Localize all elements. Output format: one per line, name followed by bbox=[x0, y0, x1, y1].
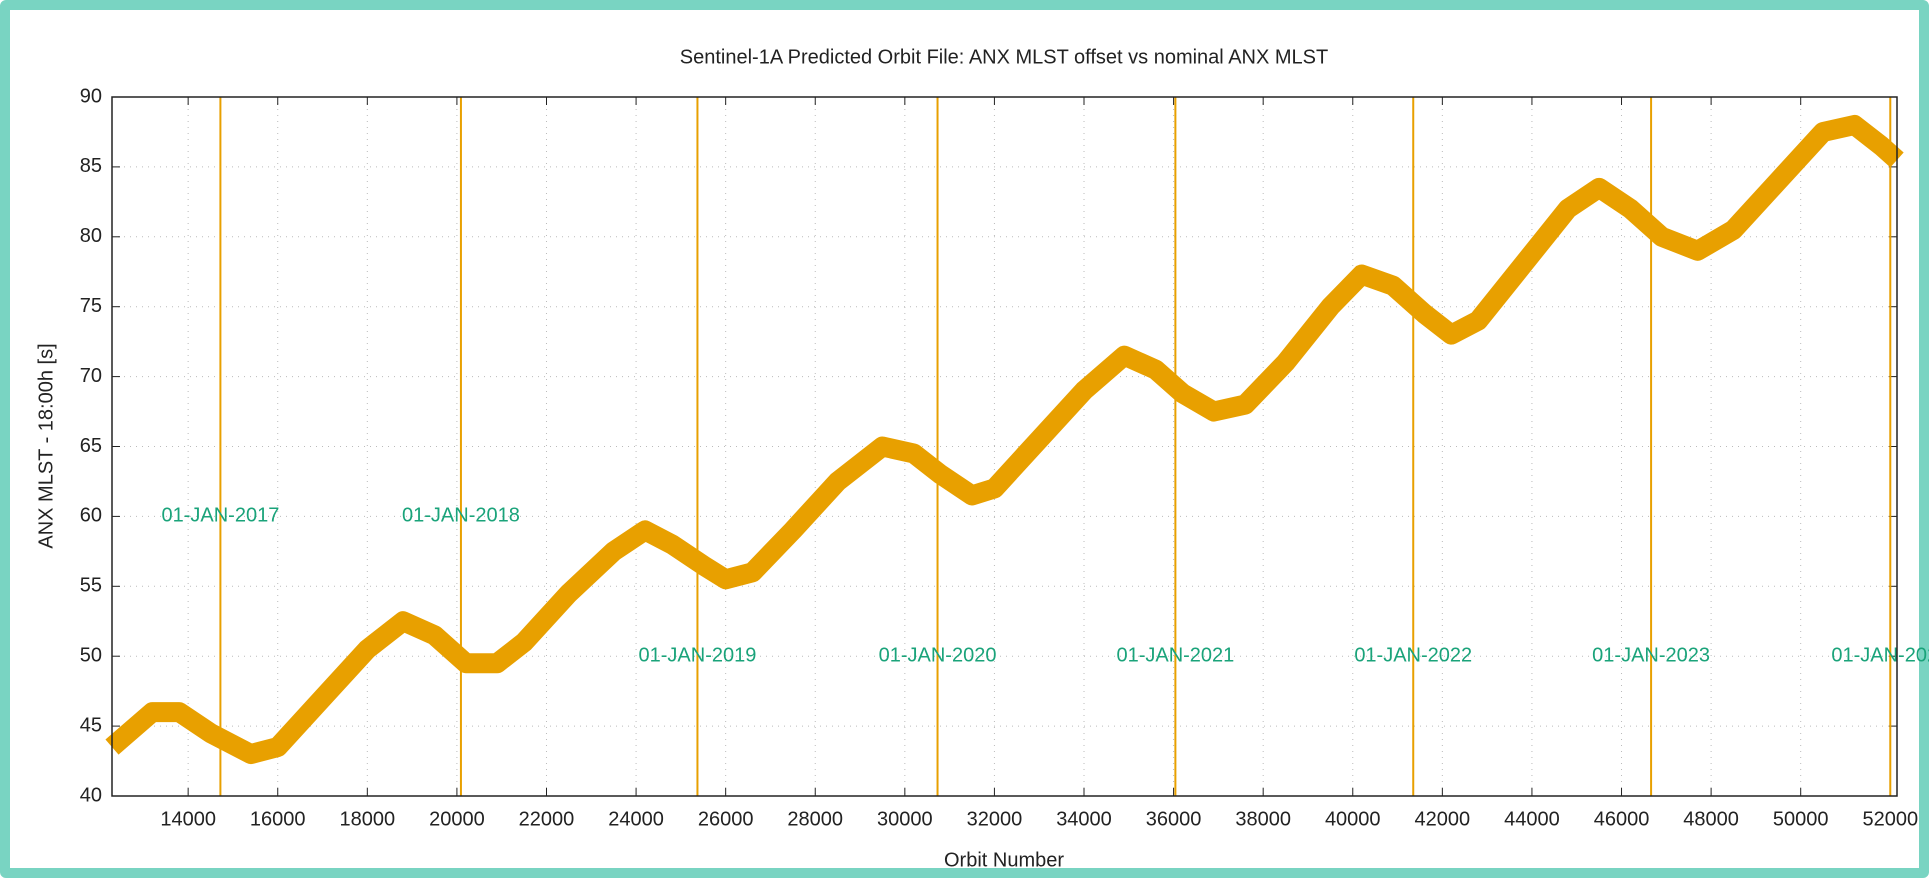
x-tick-label: 34000 bbox=[1056, 808, 1112, 830]
x-tick-label: 36000 bbox=[1146, 808, 1202, 830]
x-axis-label: Orbit Number bbox=[944, 849, 1064, 871]
y-tick-label: 85 bbox=[80, 155, 102, 177]
x-tick-label: 28000 bbox=[787, 808, 843, 830]
plot-frame bbox=[111, 96, 1898, 797]
year-label: 01-JAN-2021 bbox=[1116, 644, 1234, 666]
x-tick-label: 40000 bbox=[1325, 808, 1381, 830]
x-tick-label: 42000 bbox=[1415, 808, 1471, 830]
y-tick-label: 55 bbox=[80, 575, 102, 597]
x-tick-label: 18000 bbox=[340, 808, 396, 830]
x-tick-label: 22000 bbox=[519, 808, 575, 830]
year-label: 01-JAN-2024 bbox=[1831, 644, 1929, 666]
x-tick-label: 30000 bbox=[877, 808, 933, 830]
y-tick-label: 75 bbox=[80, 295, 102, 317]
x-tick-label: 48000 bbox=[1683, 808, 1739, 830]
x-tick-label: 38000 bbox=[1235, 808, 1291, 830]
y-tick-label: 45 bbox=[80, 714, 102, 736]
year-label: 01-JAN-2017 bbox=[161, 505, 279, 527]
chart-title: Sentinel-1A Predicted Orbit File: ANX ML… bbox=[680, 46, 1328, 68]
y-tick-label: 50 bbox=[80, 644, 102, 666]
y-tick-label: 80 bbox=[80, 225, 102, 247]
year-label: 01-JAN-2020 bbox=[879, 644, 997, 666]
x-tick-label: 24000 bbox=[608, 808, 664, 830]
y-tick-label: 90 bbox=[80, 85, 102, 107]
year-label: 01-JAN-2023 bbox=[1592, 644, 1710, 666]
y-axis-label: ANX MLST - 18:00h [s] bbox=[35, 343, 57, 548]
x-tick-label: 20000 bbox=[429, 808, 485, 830]
data-line bbox=[105, 114, 1904, 765]
y-tick-label: 60 bbox=[80, 505, 102, 527]
x-tick-label: 44000 bbox=[1504, 808, 1560, 830]
x-tick-label: 52000 bbox=[1862, 808, 1918, 830]
year-label: 01-JAN-2022 bbox=[1354, 644, 1472, 666]
x-tick-label: 46000 bbox=[1594, 808, 1650, 830]
x-tick-label: 50000 bbox=[1773, 808, 1829, 830]
x-tick-label: 16000 bbox=[250, 808, 306, 830]
x-tick-label: 32000 bbox=[967, 808, 1023, 830]
year-label: 01-JAN-2019 bbox=[639, 644, 757, 666]
y-tick-label: 65 bbox=[80, 435, 102, 457]
y-tick-label: 40 bbox=[80, 784, 102, 806]
x-tick-label: 26000 bbox=[698, 808, 754, 830]
y-tick-label: 70 bbox=[80, 365, 102, 387]
year-label: 01-JAN-2018 bbox=[402, 505, 520, 527]
x-tick-label: 14000 bbox=[160, 808, 216, 830]
